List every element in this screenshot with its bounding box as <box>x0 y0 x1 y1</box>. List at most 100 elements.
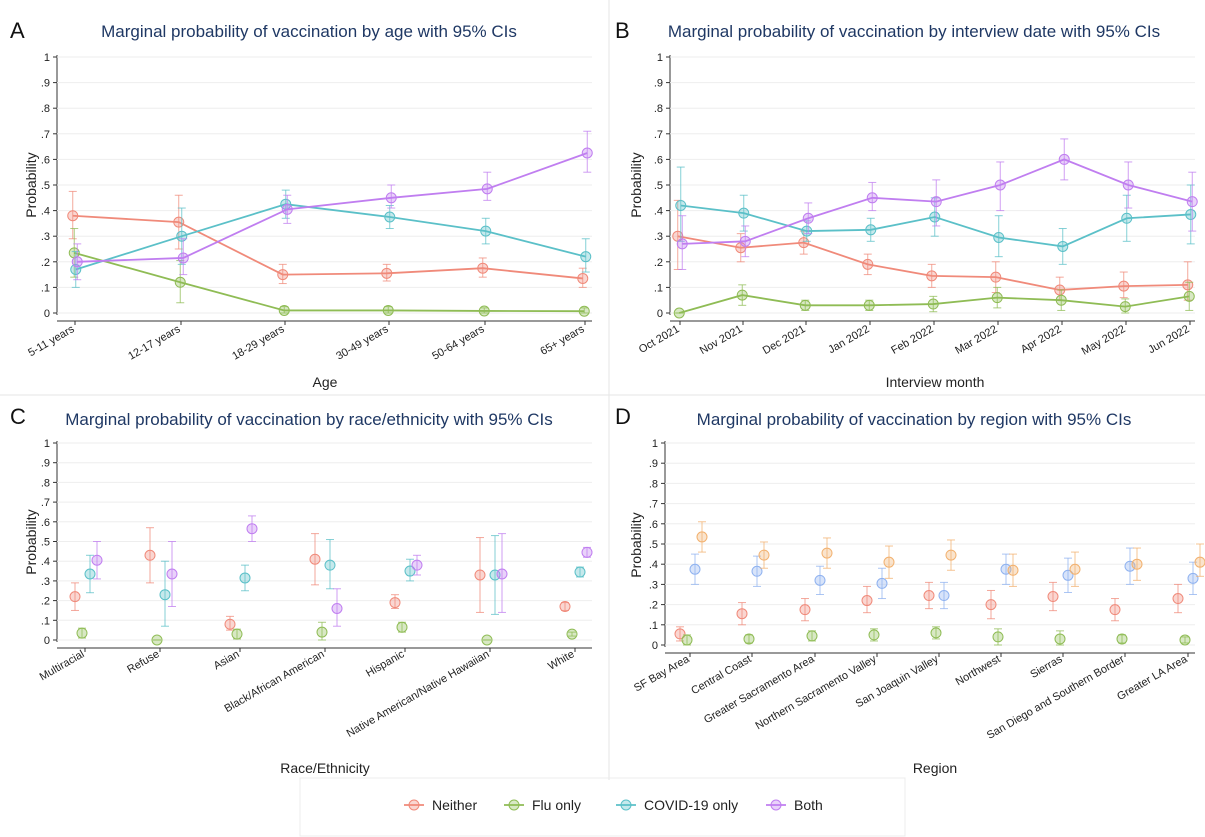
x-axis-label: Age <box>313 374 338 390</box>
series-both <box>91 515 593 627</box>
series-flu-only <box>681 626 1191 646</box>
data-point <box>876 577 888 589</box>
data-point <box>385 192 397 204</box>
series-line <box>77 152 588 263</box>
y-tick-label: 0 <box>44 308 50 320</box>
data-point <box>231 628 243 640</box>
data-point <box>566 628 578 640</box>
legend-label: Flu only <box>532 797 581 813</box>
data-point <box>480 225 492 237</box>
data-point <box>923 590 935 602</box>
series-neither <box>69 527 571 631</box>
y-tick-label: .4 <box>41 556 50 568</box>
data-point <box>1007 564 1019 576</box>
y-tick-label: 1 <box>44 52 50 64</box>
data-point <box>496 568 508 580</box>
legend-swatch-marker <box>770 799 782 811</box>
data-point <box>865 224 877 236</box>
data-point <box>316 626 328 638</box>
data-point <box>926 270 938 282</box>
data-point <box>991 292 1003 304</box>
data-point <box>814 574 826 586</box>
y-tick-label: .1 <box>41 615 50 627</box>
data-point <box>481 634 493 646</box>
data-point <box>1055 294 1067 306</box>
y-tick-label: 1 <box>44 438 50 450</box>
series-line <box>74 251 585 313</box>
y-tick-label: .9 <box>649 458 658 470</box>
data-point <box>581 147 593 159</box>
y-axis-label: Probability <box>628 512 644 577</box>
data-point <box>1119 301 1131 313</box>
data-point <box>802 212 814 224</box>
data-point <box>801 225 813 237</box>
data-point <box>736 289 748 301</box>
data-point <box>927 298 939 310</box>
data-point <box>384 211 396 223</box>
data-point <box>738 207 750 219</box>
y-tick-label: .7 <box>654 129 663 141</box>
series-line <box>679 294 1190 314</box>
series-flu-only <box>673 281 1195 319</box>
data-point <box>938 590 950 602</box>
data-point <box>1179 634 1191 646</box>
data-point <box>866 192 878 204</box>
y-tick-label: .8 <box>649 478 658 490</box>
data-point <box>993 231 1005 243</box>
series-line <box>680 204 1191 248</box>
data-point <box>990 271 1002 283</box>
data-point <box>278 304 290 316</box>
legend-label: COVID-19 only <box>644 797 738 813</box>
data-point <box>177 252 189 264</box>
y-tick-label: .9 <box>654 78 663 90</box>
data-point <box>673 307 685 319</box>
data-point <box>1058 153 1070 165</box>
data-point <box>994 179 1006 191</box>
y-tick-label: .5 <box>41 180 50 192</box>
data-point <box>309 553 321 565</box>
data-point <box>676 238 688 250</box>
y-tick-label: .9 <box>41 78 50 90</box>
y-tick-label: .6 <box>41 517 50 529</box>
data-point <box>159 589 171 601</box>
data-point <box>91 554 103 566</box>
data-point <box>71 256 83 268</box>
series-both <box>676 138 1198 270</box>
y-tick-label: .2 <box>649 600 658 612</box>
data-point <box>861 595 873 607</box>
legend-label: Both <box>794 797 823 813</box>
series-flu-only <box>68 228 590 317</box>
data-point <box>1057 240 1069 252</box>
panel-letter: C <box>10 404 26 429</box>
y-tick-label: .3 <box>654 231 663 243</box>
data-point <box>381 267 393 279</box>
x-axis-label: Interview month <box>886 374 985 390</box>
data-point <box>477 262 489 274</box>
data-point <box>806 630 818 642</box>
data-point <box>1054 633 1066 645</box>
legend-item: COVID-19 only <box>616 797 738 813</box>
y-tick-label: 1 <box>652 438 658 450</box>
data-point <box>1182 279 1194 291</box>
y-tick-label: .3 <box>41 231 50 243</box>
data-point <box>281 203 293 215</box>
data-point <box>1194 556 1205 568</box>
legend-item: Neither <box>404 797 477 813</box>
data-point <box>331 602 343 614</box>
series-line <box>682 158 1193 245</box>
y-tick-label: .1 <box>41 282 50 294</box>
data-point <box>799 604 811 616</box>
data-point <box>930 196 942 208</box>
data-point <box>1069 563 1081 575</box>
data-point <box>1062 569 1074 581</box>
legend-swatch-marker <box>508 799 520 811</box>
data-point <box>992 631 1004 643</box>
series-flu-only <box>76 621 578 646</box>
y-tick-label: .7 <box>41 129 50 141</box>
legend-item: Both <box>766 797 823 813</box>
y-tick-label: .6 <box>649 519 658 531</box>
data-point <box>574 566 586 578</box>
data-point <box>474 569 486 581</box>
data-point <box>929 211 941 223</box>
